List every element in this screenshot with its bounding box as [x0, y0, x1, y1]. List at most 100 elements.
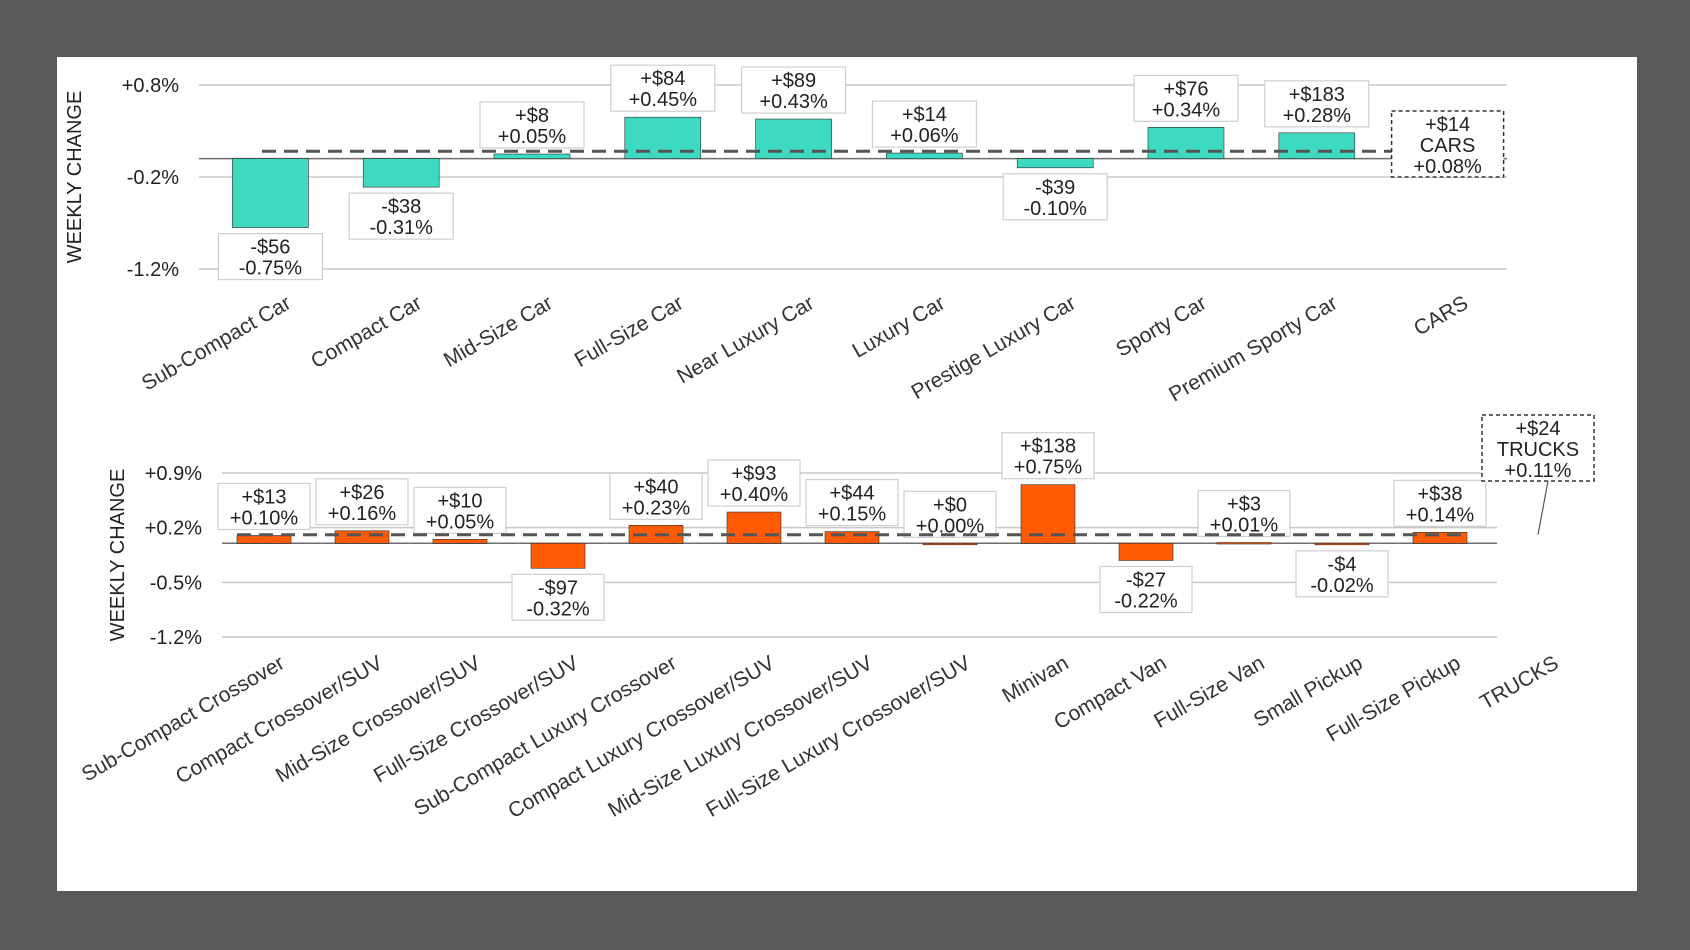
- data-label-box: [1393, 479, 1487, 527]
- data-label-dollar-full-size-van: +$3: [1227, 494, 1261, 516]
- total-box: [1481, 414, 1595, 482]
- data-label-box: [805, 478, 899, 527]
- data-label-pct-mid-size-crossover-suv: +0.05%: [426, 511, 495, 533]
- bar-sub-compact-car: [232, 158, 309, 228]
- data-label-pct-compact-crossover-suv: +0.16%: [328, 503, 397, 525]
- data-label-pct-sub-compact-car: -0.75%: [239, 258, 303, 280]
- y-tick-label: -0.2%: [127, 167, 179, 189]
- bar-luxury-car: [886, 152, 963, 159]
- data-label-box: [315, 478, 409, 526]
- bar-full-size-crossover-suv: [530, 542, 586, 569]
- data-label-dollar-minivan: +$138: [1020, 436, 1076, 458]
- data-label-box: [609, 472, 703, 520]
- total-pct-label: +0.08%: [1413, 156, 1482, 178]
- total-name-label: CARS: [1420, 135, 1476, 157]
- bar-sporty-car: [1147, 127, 1225, 159]
- y-axis-label: WEEKLY CHANGE: [107, 469, 129, 642]
- data-label-box: [707, 459, 801, 507]
- y-tick-label: -1.2%: [150, 627, 202, 649]
- bar-full-size-van: [1216, 542, 1272, 545]
- data-label-box: [1133, 74, 1239, 122]
- data-label-dollar-sub-compact-crossover: +$13: [241, 486, 286, 508]
- total-dollar-label: +$14: [1425, 114, 1470, 136]
- data-label-box: [217, 482, 311, 531]
- bar-mid-size-car: [493, 153, 571, 159]
- data-label-box: [1264, 80, 1370, 128]
- data-label-dollar-full-size-car: +$84: [640, 68, 685, 90]
- y-axis-label: WEEKLY CHANGE: [64, 91, 86, 264]
- data-label-pct-full-size-van: +0.01%: [1210, 515, 1279, 537]
- bar-full-size-luxury-crossover-suv: [922, 542, 978, 546]
- data-label-pct-compact-car: -0.31%: [370, 217, 434, 239]
- data-label-dollar-premium-sporty-car: +$183: [1289, 84, 1345, 106]
- category-label-full-size-van: Full-Size Van: [1150, 651, 1268, 733]
- category-label-compact-car: Compact Car: [307, 291, 426, 373]
- data-label-box: [217, 233, 323, 281]
- data-label-box: [1099, 565, 1193, 614]
- data-label-box: [348, 192, 454, 240]
- category-label-mid-size-car: Mid-Size Car: [440, 291, 557, 372]
- data-label-pct-sub-compact-crossover: +0.10%: [230, 507, 299, 529]
- data-label-dollar-mid-size-car: +$8: [515, 105, 549, 127]
- data-label-pct-mid-size-car: +0.05%: [498, 126, 567, 148]
- data-label-dollar-full-size-pickup: +$38: [1417, 483, 1462, 505]
- data-label-box: [511, 573, 605, 621]
- data-label-box: [740, 66, 847, 114]
- y-tick-label: +0.2%: [145, 518, 202, 540]
- data-label-dollar-small-pickup: -$4: [1328, 554, 1357, 576]
- data-label-pct-sporty-car: +0.34%: [1152, 99, 1221, 121]
- total-name-label: TRUCKS: [1497, 439, 1579, 461]
- data-label-dollar-sub-compact-car: -$56: [250, 237, 290, 259]
- category-label-sporty-car: Sporty Car: [1112, 291, 1210, 361]
- bar-small-pickup: [1314, 542, 1370, 546]
- data-label-box: [903, 490, 997, 538]
- data-label-pct-prestige-luxury-car: -0.10%: [1024, 198, 1088, 220]
- y-tick-label: -0.5%: [150, 572, 202, 594]
- data-label-pct-mid-size-luxury-crossover-suv: +0.15%: [818, 504, 887, 526]
- data-label-dollar-mid-size-luxury-crossover-suv: +$44: [829, 483, 874, 505]
- data-label-dollar-prestige-luxury-car: -$39: [1035, 177, 1075, 199]
- category-label-luxury-car: Luxury Car: [848, 291, 948, 362]
- data-label-box: [1001, 432, 1095, 480]
- bar-mid-size-luxury-crossover-suv: [824, 531, 880, 544]
- data-label-box: [479, 101, 585, 149]
- data-label-dollar-compact-crossover-suv: +$26: [339, 482, 384, 504]
- total-box: [1390, 110, 1505, 178]
- bar-compact-crossover-suv: [334, 530, 390, 544]
- bar-compact-van: [1118, 542, 1174, 561]
- category-label-full-size-car: Full-Size Car: [571, 291, 688, 372]
- y-tick-label: -1.2%: [127, 259, 179, 281]
- data-label-box: [413, 486, 507, 534]
- bar-mid-size-crossover-suv: [432, 539, 488, 544]
- data-label-dollar-full-size-crossover-suv: -$97: [538, 577, 578, 599]
- data-label-pct-minivan: +0.75%: [1014, 457, 1083, 479]
- bar-compact-luxury-crossover-suv: [726, 511, 782, 544]
- data-label-dollar-near-luxury-car: +$89: [771, 70, 816, 92]
- category-label-sub-compact-car: Sub-Compact Car: [138, 291, 295, 395]
- data-label-box: [871, 100, 978, 148]
- y-tick-label: +0.9%: [145, 463, 202, 485]
- data-label-pct-near-luxury-car: +0.43%: [759, 91, 828, 113]
- total-pct-label: +0.11%: [1505, 460, 1572, 482]
- data-label-dollar-full-size-luxury-crossover-suv: +$0: [933, 494, 967, 516]
- trucks-chart: +0.9%+0.2%-0.5%-1.2%WEEKLY CHANGESub-Com…: [78, 414, 1595, 823]
- data-label-pct-full-size-luxury-crossover-suv: +0.00%: [916, 515, 985, 537]
- data-label-pct-premium-sporty-car: +0.28%: [1283, 105, 1352, 127]
- bar-sub-compact-crossover: [236, 535, 292, 544]
- data-label-dollar-luxury-car: +$14: [902, 104, 947, 126]
- data-label-pct-sub-compact-luxury-crossover: +0.23%: [622, 497, 691, 519]
- category-label-minivan: Minivan: [998, 651, 1072, 707]
- category-label-near-luxury-car: Near Luxury Car: [673, 291, 818, 388]
- data-label-box: [610, 64, 716, 112]
- data-label-box: [1197, 489, 1291, 538]
- data-label-dollar-compact-van: -$27: [1126, 569, 1166, 591]
- category-label-cars: CARS: [1410, 291, 1472, 340]
- data-label-dollar-mid-size-crossover-suv: +$10: [437, 490, 482, 512]
- bar-full-size-pickup: [1412, 532, 1468, 544]
- cars-chart: +0.8% -0.2% -1.2% WEEKLY CHANGE Sub-Compact …: [64, 64, 1507, 406]
- data-label-dollar-compact-luxury-crossover-suv: +$93: [731, 463, 776, 485]
- data-label-pct-compact-van: -0.22%: [1114, 590, 1178, 612]
- category-label-trucks: TRUCKS: [1476, 651, 1562, 714]
- y-tick-label: +0.8%: [122, 75, 179, 97]
- data-label-pct-small-pickup: -0.02%: [1310, 575, 1374, 597]
